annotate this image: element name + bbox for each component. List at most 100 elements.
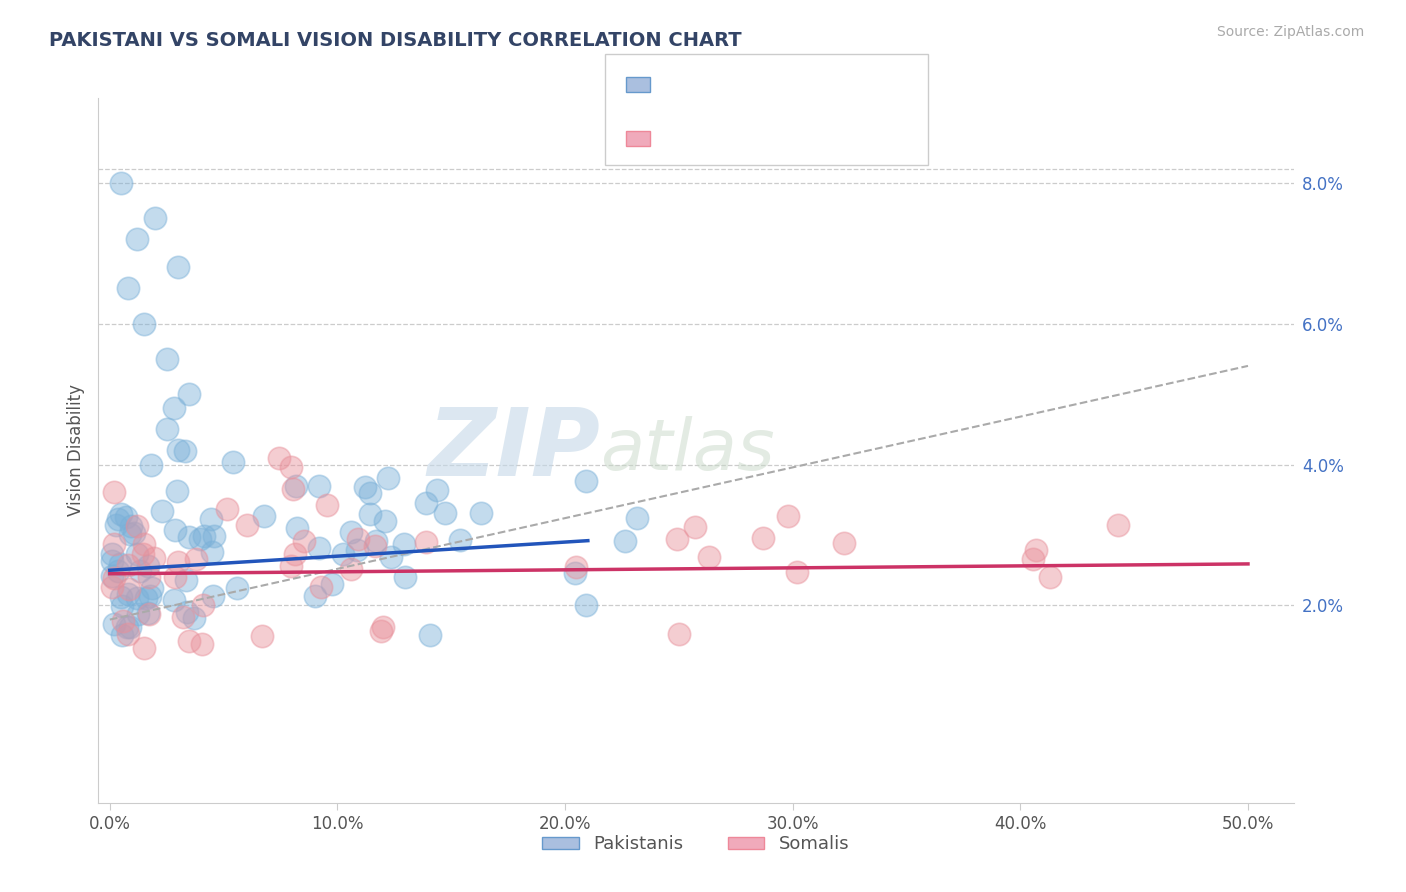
Point — [125, 591, 148, 605]
Point — [309, 580, 332, 594]
Point — [786, 565, 808, 579]
Point — [202, 590, 225, 604]
Point — [665, 532, 688, 546]
Point — [308, 541, 330, 556]
Point — [127, 232, 149, 246]
Point — [156, 422, 179, 436]
Text: R =: R = — [661, 76, 700, 94]
Point — [776, 508, 799, 523]
Point — [574, 598, 596, 612]
Point — [115, 510, 138, 524]
Point — [364, 534, 387, 549]
Legend: Pakistanis, Somalis: Pakistanis, Somalis — [536, 829, 856, 861]
Point — [110, 507, 132, 521]
Text: atlas: atlas — [600, 416, 775, 485]
Point — [127, 547, 149, 561]
Point — [752, 532, 775, 546]
Point — [564, 566, 586, 581]
Point — [359, 507, 381, 521]
Point — [103, 571, 125, 585]
Point — [283, 482, 305, 496]
Text: Source: ZipAtlas.com: Source: ZipAtlas.com — [1216, 25, 1364, 39]
Point — [252, 508, 274, 523]
Point — [167, 555, 190, 569]
Point — [1038, 570, 1060, 584]
Point — [1022, 552, 1045, 566]
Point — [184, 552, 207, 566]
Point — [132, 640, 155, 655]
Point — [162, 593, 184, 607]
Point — [174, 573, 197, 587]
Point — [222, 455, 245, 469]
Point — [166, 483, 188, 498]
Text: N =: N = — [748, 129, 787, 147]
Point — [1025, 543, 1047, 558]
Point — [117, 281, 139, 295]
Point — [132, 537, 155, 551]
Point — [449, 533, 471, 547]
Point — [370, 624, 392, 639]
Point — [202, 529, 225, 543]
Point — [346, 532, 368, 546]
Point — [340, 562, 363, 576]
Point — [127, 607, 149, 621]
Point — [269, 451, 291, 466]
Point — [332, 547, 354, 561]
Point — [470, 506, 492, 520]
Point — [392, 537, 415, 551]
Point — [179, 633, 201, 648]
Point — [132, 317, 155, 331]
Point — [142, 550, 165, 565]
Point — [280, 459, 302, 474]
Point — [433, 506, 456, 520]
Point — [613, 533, 636, 548]
Point — [832, 536, 855, 550]
Point — [120, 518, 142, 533]
Point — [697, 550, 720, 565]
Point — [193, 529, 215, 543]
Point — [107, 565, 129, 579]
Point — [668, 626, 690, 640]
Point — [101, 547, 124, 561]
Text: 52: 52 — [779, 129, 804, 147]
Text: 87: 87 — [779, 76, 804, 94]
Point — [308, 479, 330, 493]
Point — [108, 558, 131, 572]
Point — [316, 498, 339, 512]
Point — [363, 539, 385, 553]
Point — [143, 211, 166, 225]
Point — [415, 496, 437, 510]
Point — [118, 526, 141, 541]
Point — [284, 478, 307, 492]
Point — [163, 570, 186, 584]
Point — [191, 637, 214, 651]
Point — [107, 511, 129, 525]
Point — [139, 458, 162, 472]
Point — [183, 611, 205, 625]
Point — [165, 523, 187, 537]
Point — [304, 589, 326, 603]
Point — [110, 591, 132, 605]
Point — [103, 617, 125, 632]
Point — [380, 550, 402, 565]
Point — [374, 514, 396, 528]
Point — [111, 599, 134, 613]
Point — [122, 526, 145, 541]
Point — [287, 521, 309, 535]
Point — [167, 260, 190, 275]
Point — [426, 483, 449, 497]
Point — [129, 564, 152, 578]
Point — [353, 480, 375, 494]
Point — [201, 545, 224, 559]
Text: N =: N = — [748, 76, 787, 94]
Point — [156, 351, 179, 366]
Point — [139, 589, 162, 603]
Point — [101, 580, 124, 594]
Point — [103, 536, 125, 550]
Point — [127, 519, 149, 533]
Point — [193, 598, 215, 612]
Y-axis label: Vision Disability: Vision Disability — [66, 384, 84, 516]
Point — [112, 615, 135, 629]
Point — [394, 570, 416, 584]
Point — [110, 627, 132, 641]
